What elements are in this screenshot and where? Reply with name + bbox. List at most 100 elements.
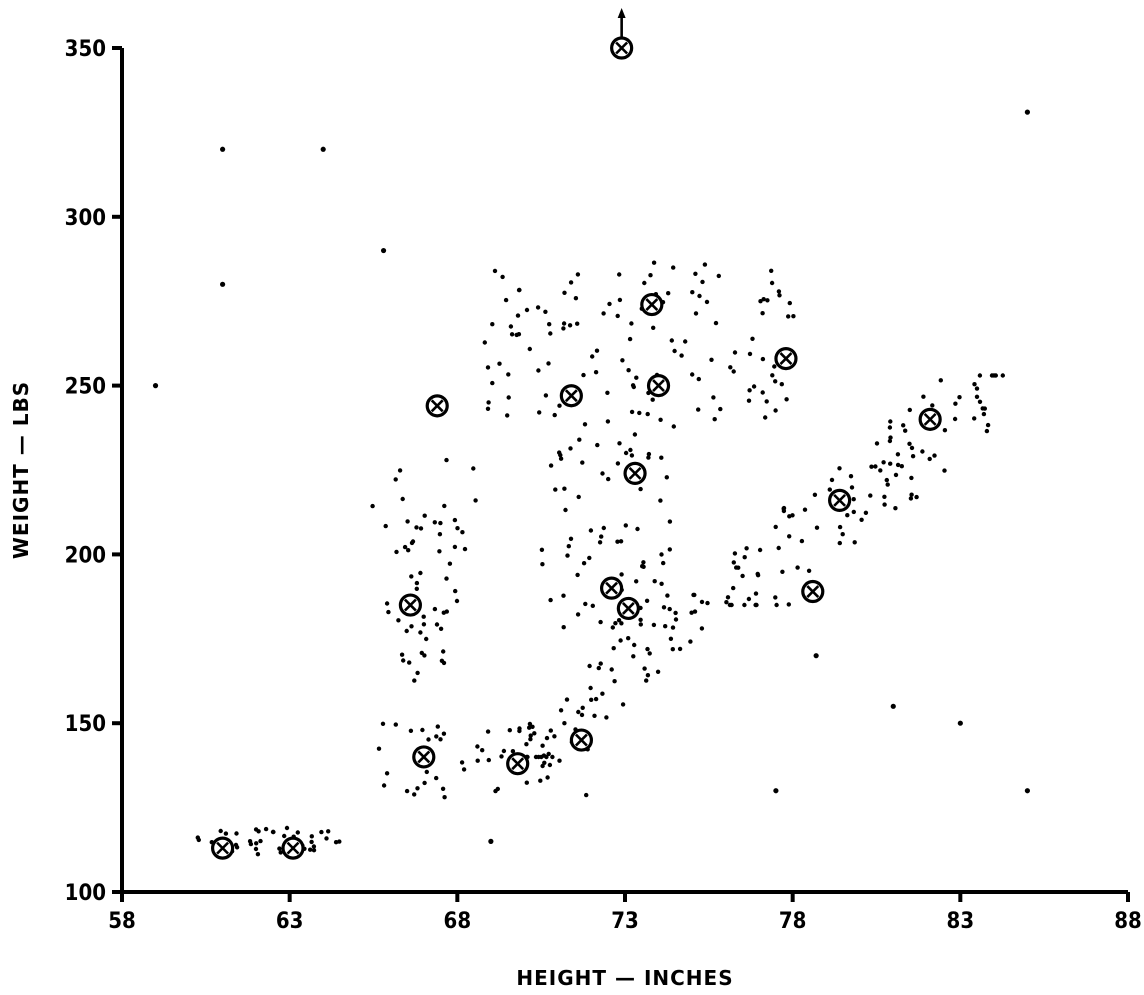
cluster-point	[829, 477, 835, 483]
cluster-point	[747, 351, 753, 357]
cluster-point	[638, 617, 643, 622]
cluster-point	[568, 280, 574, 285]
cluster-point	[524, 307, 530, 313]
cluster-point	[490, 380, 495, 386]
cluster-point	[558, 456, 564, 461]
cluster-point	[605, 419, 611, 424]
cluster-point	[908, 496, 914, 501]
cluster-point	[524, 742, 529, 747]
cluster-point	[769, 280, 775, 286]
cluster-point	[579, 712, 585, 718]
cluster-point	[253, 827, 259, 832]
cluster-point	[514, 332, 519, 338]
cluster-point	[989, 373, 995, 378]
cluster-point	[412, 678, 417, 683]
cluster-point	[384, 771, 390, 776]
cluster-point	[658, 417, 663, 422]
cluster-point	[746, 398, 752, 403]
cluster-point	[568, 446, 573, 451]
outlier-point	[488, 838, 494, 844]
cluster-point	[952, 416, 958, 422]
cluster-point	[510, 749, 516, 754]
cluster-point	[799, 538, 805, 544]
cluster-point	[626, 368, 631, 373]
cluster-point	[527, 725, 532, 730]
cluster-point	[648, 273, 653, 278]
cluster-center-marker	[211, 836, 235, 860]
cluster-point	[278, 850, 283, 855]
cluster-point	[223, 831, 229, 836]
cluster-point	[651, 622, 657, 628]
cluster-point	[644, 598, 650, 603]
cluster-point	[418, 630, 423, 635]
cluster-point	[868, 493, 873, 498]
cluster-point	[598, 619, 603, 625]
cluster-point	[576, 709, 581, 715]
cluster-point	[590, 603, 595, 608]
cluster-point	[909, 445, 915, 451]
cluster-point	[631, 384, 636, 390]
cluster-point	[763, 415, 768, 420]
cluster-point	[539, 547, 545, 552]
cluster-point	[462, 546, 468, 552]
cluster-point	[688, 639, 693, 644]
cluster-point	[486, 400, 491, 405]
cluster-point	[441, 649, 446, 654]
cluster-point	[984, 428, 990, 434]
outlier-point	[320, 146, 326, 152]
cluster-point	[899, 464, 904, 469]
cluster-point	[309, 834, 314, 839]
outlier-point	[220, 146, 226, 152]
cluster-point	[454, 598, 460, 604]
cluster-center-marker	[774, 346, 798, 371]
cluster-center-marker	[506, 752, 530, 776]
cluster-point	[1000, 373, 1005, 378]
cluster-point	[595, 442, 600, 448]
cluster-point	[655, 669, 661, 674]
cluster-point	[527, 721, 533, 727]
cluster-point	[442, 795, 447, 800]
cluster-point	[544, 735, 550, 741]
cluster-point	[663, 624, 668, 629]
cluster-point	[610, 625, 615, 630]
cluster-point	[779, 382, 784, 387]
cluster-point	[673, 617, 679, 622]
cluster-point	[673, 610, 678, 616]
cluster-point	[637, 410, 642, 416]
cluster-point	[638, 622, 643, 627]
cluster-point	[658, 498, 663, 503]
cluster-point	[546, 361, 551, 366]
cluster-point	[746, 596, 752, 602]
cluster-center-marker	[412, 745, 436, 769]
cluster-point	[623, 523, 628, 528]
cluster-center-marker	[828, 488, 852, 512]
cluster-point	[727, 602, 733, 608]
cluster-point	[666, 291, 671, 296]
cluster-point	[677, 646, 683, 652]
cluster-point	[515, 313, 521, 318]
cluster-point	[731, 369, 736, 374]
cluster-point	[982, 406, 987, 411]
cluster-point	[440, 786, 446, 791]
cluster-point	[414, 586, 419, 591]
cluster-point	[806, 568, 812, 573]
cluster-point	[641, 564, 646, 569]
cluster-point	[791, 314, 796, 319]
cluster-point	[432, 520, 437, 525]
cluster-point	[393, 477, 398, 482]
cluster-point	[747, 388, 752, 393]
cluster-point	[632, 642, 637, 648]
cluster-point	[557, 403, 562, 408]
cluster-point	[550, 754, 555, 760]
cluster-point	[927, 456, 932, 462]
cluster-point	[888, 419, 893, 424]
cluster-point	[517, 726, 522, 731]
cluster-point	[447, 561, 453, 566]
x-tick-label: 68	[444, 909, 472, 934]
cluster-point	[661, 560, 666, 566]
y-tick-label: 350	[65, 37, 106, 62]
cluster-point	[758, 299, 763, 304]
cluster-point	[849, 485, 855, 490]
cluster-point	[295, 830, 300, 835]
cluster-point	[580, 705, 585, 710]
